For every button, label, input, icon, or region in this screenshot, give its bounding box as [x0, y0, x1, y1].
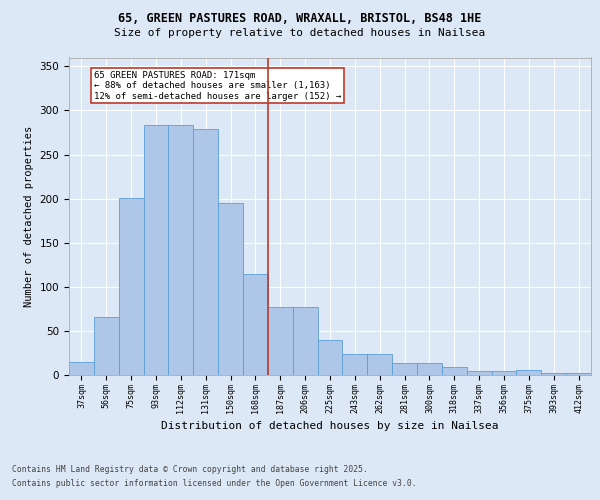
Text: Contains HM Land Registry data © Crown copyright and database right 2025.: Contains HM Land Registry data © Crown c… [12, 466, 368, 474]
Bar [218, 203, 243, 375]
Text: Size of property relative to detached houses in Nailsea: Size of property relative to detached ho… [115, 28, 485, 38]
Bar [193, 129, 218, 375]
Bar [268, 307, 293, 375]
Text: 65, GREEN PASTURES ROAD, WRAXALL, BRISTOL, BS48 1HE: 65, GREEN PASTURES ROAD, WRAXALL, BRISTO… [118, 12, 482, 26]
Bar [94, 317, 119, 375]
Y-axis label: Number of detached properties: Number of detached properties [24, 126, 34, 307]
Text: 65 GREEN PASTURES ROAD: 171sqm
← 88% of detached houses are smaller (1,163)
12% : 65 GREEN PASTURES ROAD: 171sqm ← 88% of … [94, 70, 341, 101]
Bar [169, 126, 193, 375]
Bar [143, 126, 169, 375]
Bar [317, 340, 343, 375]
Bar [293, 307, 317, 375]
Bar [566, 373, 591, 375]
Bar [442, 367, 467, 375]
Bar [367, 354, 392, 375]
Bar [417, 362, 442, 375]
Bar [541, 373, 566, 375]
Bar [69, 362, 94, 375]
Bar [491, 370, 517, 375]
Bar [392, 362, 417, 375]
Bar [517, 370, 541, 375]
X-axis label: Distribution of detached houses by size in Nailsea: Distribution of detached houses by size … [161, 421, 499, 431]
Bar [119, 198, 143, 375]
Bar [243, 274, 268, 375]
Bar [343, 354, 367, 375]
Bar [467, 370, 491, 375]
Text: Contains public sector information licensed under the Open Government Licence v3: Contains public sector information licen… [12, 479, 416, 488]
